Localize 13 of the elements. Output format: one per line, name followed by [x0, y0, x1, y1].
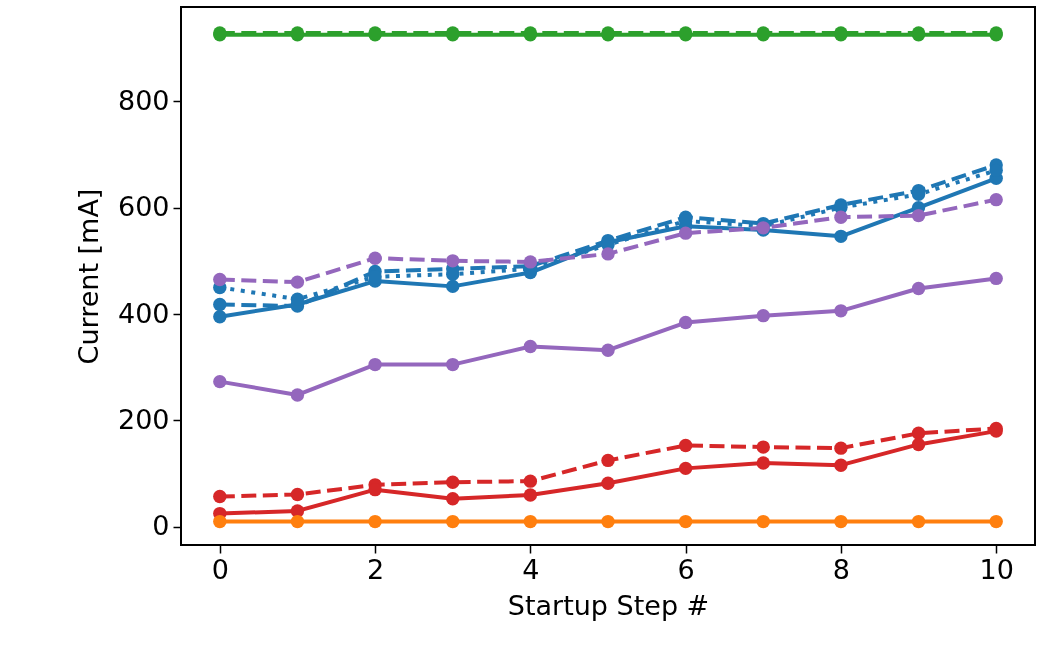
x-tick-label: 4: [522, 553, 540, 585]
y-tick-label: 0: [152, 510, 170, 542]
y-tick-label: 600: [117, 191, 170, 223]
x-tick-label: 6: [677, 553, 695, 585]
y-tick-label: 200: [117, 403, 170, 435]
x-axis-title: Startup Step #: [507, 589, 710, 621]
y-tick-label: 800: [117, 84, 170, 116]
x-tick-label: 2: [367, 553, 385, 585]
x-tick-label: 10: [979, 553, 1014, 585]
y-axis-title: Current [mA]: [72, 188, 104, 365]
x-tick-label: 0: [211, 553, 229, 585]
y-tick-label: 400: [117, 297, 170, 329]
x-tick-label: 8: [832, 553, 850, 585]
